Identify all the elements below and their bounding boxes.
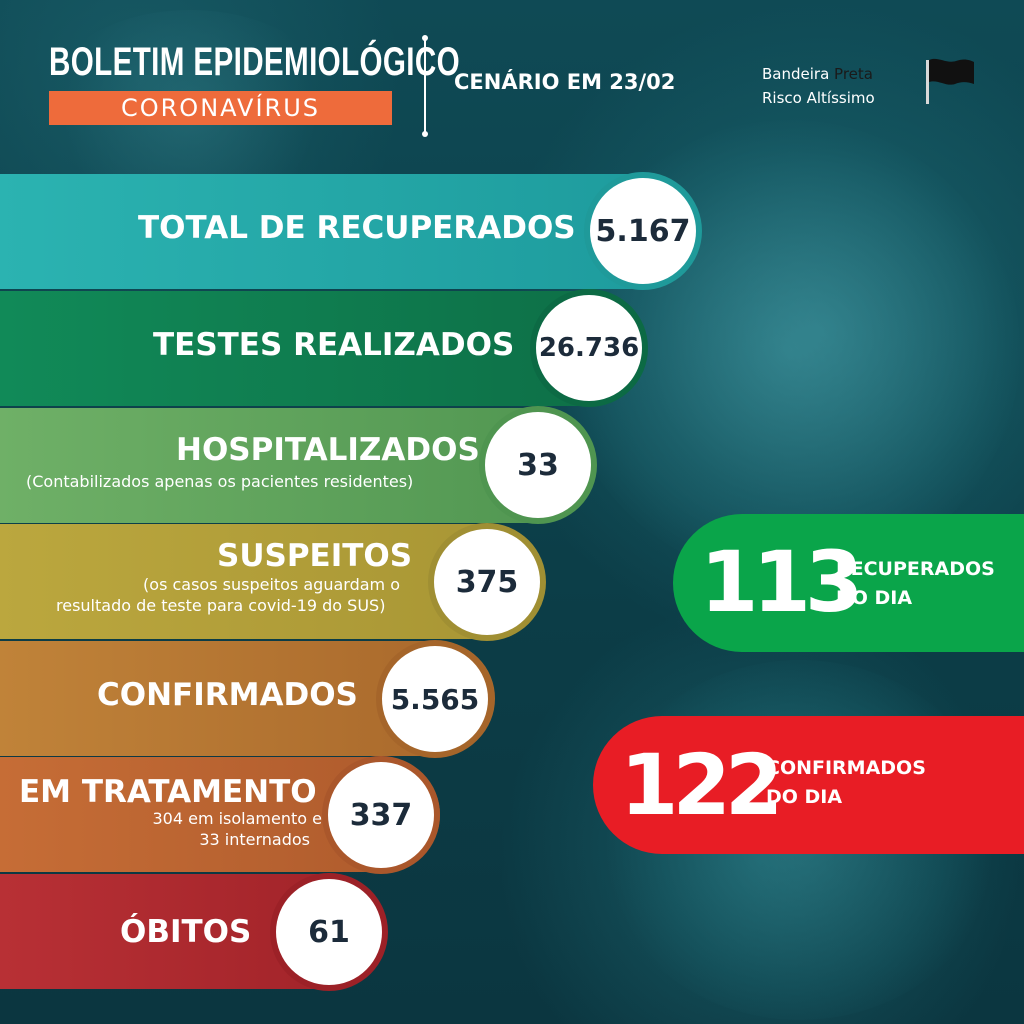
- daily-recovered-label-line1: RECUPERADOS: [836, 558, 995, 580]
- hospitalized-note: (Contabilizados apenas os pacientes resi…: [26, 472, 414, 491]
- flag-prefix: Bandeira: [762, 65, 835, 83]
- suspected-note-line1: (os casos suspeitos aguardam o: [143, 575, 400, 594]
- daily-confirmed-label-line1: CONFIRMADOS: [766, 757, 926, 779]
- daily-confirmed-pill: [593, 716, 1024, 854]
- daily-recovered-label-line2: DO DIA: [836, 587, 913, 609]
- treatment-value: 337: [328, 762, 434, 868]
- daily-recovered-value: 113: [700, 533, 863, 631]
- black-flag-icon: [926, 58, 974, 104]
- hospitalized-label: HOSPITALIZADOS: [176, 432, 480, 468]
- bulletin-title: BOLETIM EPIDEMIOLÓGICO: [49, 40, 461, 84]
- suspected-value: 375: [434, 529, 540, 635]
- recovered-total-bar: [0, 174, 700, 289]
- confirmed-label: CONFIRMADOS: [97, 677, 358, 713]
- risk-flag-text: Bandeira Preta Risco Altíssimo: [762, 62, 875, 110]
- suspected-label: SUSPEITOS: [217, 538, 413, 574]
- daily-confirmed-value: 122: [620, 736, 783, 834]
- flag-color-name: Preta: [834, 65, 873, 83]
- header-divider: [422, 35, 428, 137]
- treatment-note-line1: 304 em isolamento e: [152, 809, 322, 828]
- deaths-label: ÓBITOS: [120, 914, 252, 950]
- treatment-note-line2: 33 internados: [199, 830, 310, 849]
- bulletin-subtitle: CORONAVÍRUS: [49, 91, 392, 125]
- treatment-label: EM TRATAMENTO: [19, 774, 317, 810]
- deaths-value: 61: [276, 879, 382, 985]
- daily-recovered-pill: [673, 514, 1024, 652]
- scenario-date: CENÁRIO EM 23/02: [454, 70, 676, 94]
- tests-value: 26.736: [536, 295, 642, 401]
- recovered-total-label: TOTAL DE RECUPERADOS: [138, 210, 576, 246]
- tests-label: TESTES REALIZADOS: [153, 327, 515, 363]
- hospitalized-value: 33: [485, 412, 591, 518]
- daily-confirmed-label-line2: DO DIA: [766, 786, 843, 808]
- recovered-total-value: 5.167: [590, 178, 696, 284]
- suspected-note-line2: resultado de teste para covid-19 do SUS): [56, 596, 386, 615]
- risk-level: Risco Altíssimo: [762, 89, 875, 107]
- confirmed-value: 5.565: [382, 646, 488, 752]
